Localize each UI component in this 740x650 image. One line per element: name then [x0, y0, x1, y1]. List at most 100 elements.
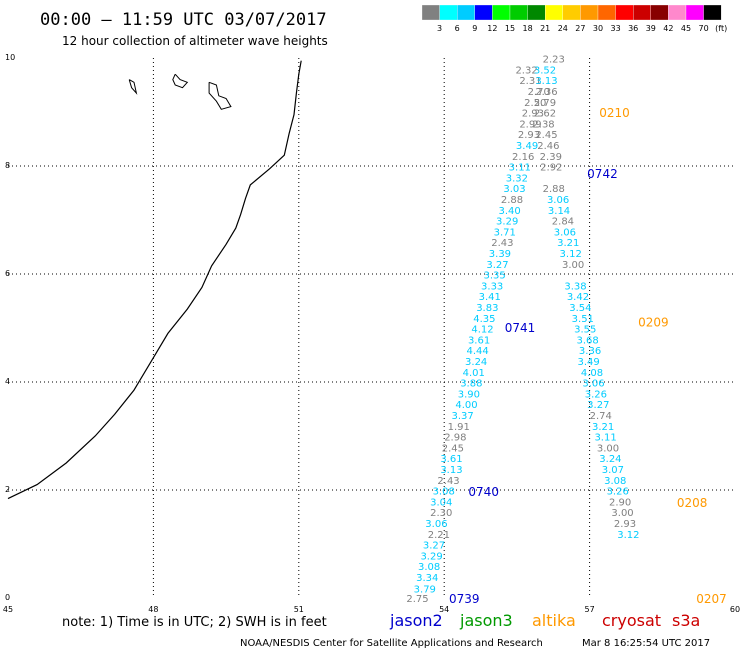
swh-value: 3.14 — [548, 206, 570, 217]
y-tick-label: 6 — [5, 269, 10, 278]
swh-value: 3.12 — [617, 530, 639, 541]
swh-value: 2.79 — [534, 98, 556, 109]
swh-value: 2.31 — [519, 76, 541, 87]
swh-value: 3.51 — [572, 314, 594, 325]
swh-value: 3.26 — [585, 389, 607, 400]
swh-value: 2.50 — [524, 98, 546, 109]
swh-value: 3.04 — [430, 497, 452, 508]
colorbar-swatch — [439, 4, 458, 21]
colorbar-swatch — [562, 4, 581, 21]
colorbar-swatch — [545, 4, 563, 21]
colorbar-swatch — [509, 4, 528, 21]
swh-value: 3.54 — [569, 303, 591, 314]
colorbar-swatch — [457, 4, 475, 21]
colorbar-swatch — [527, 4, 546, 21]
swh-value: 2.30 — [430, 508, 452, 519]
page-title: 00:00 – 11:59 UTC 03/07/2017 — [40, 10, 327, 30]
colorbar-label: 27 — [575, 24, 585, 33]
swh-value: 3.27 — [486, 260, 508, 271]
swh-value: 3.33 — [481, 281, 503, 292]
swh-value: 4.12 — [471, 325, 493, 336]
x-tick-label: 45 — [3, 605, 13, 614]
swh-value: 2.32 — [515, 65, 537, 76]
axis-tick-labels: 45 48 51 54 57 60 0 2 4 6 8 10 — [3, 53, 740, 614]
colorbar-swatch — [580, 4, 599, 21]
colorbar-swatch — [597, 4, 616, 21]
pass-id-label: 0740 — [468, 485, 499, 499]
swh-value: 3.08 — [418, 562, 440, 573]
satellite-legend-item: altika — [532, 611, 576, 630]
satellite-legend-item: s3a — [672, 611, 700, 630]
swh-value: 3.06 — [547, 195, 569, 206]
swh-value: 3.49 — [577, 357, 599, 368]
swh-value: 2.46 — [537, 141, 559, 152]
swh-value: 3.41 — [479, 292, 501, 303]
swh-value: 2.98 — [444, 433, 466, 444]
colorbar-label: 15 — [505, 24, 515, 33]
swh-value: 3.12 — [560, 249, 582, 260]
swh-value: 2.62 — [534, 109, 556, 120]
colorbar-label: 3 — [437, 24, 442, 33]
swh-value: 2.45 — [535, 130, 557, 141]
swh-value: 3.08 — [604, 476, 626, 487]
swh-value: 3.00 — [611, 508, 633, 519]
swh-value: 3.40 — [498, 206, 520, 217]
y-tick-label: 8 — [5, 161, 10, 170]
swh-value: 3.37 — [451, 411, 473, 422]
swh-value: 4.35 — [473, 314, 495, 325]
swh-value: 3.11 — [594, 433, 616, 444]
colorbar-label: 9 — [472, 24, 477, 33]
x-tick-label: 57 — [585, 605, 595, 614]
colorbar-label: 21 — [540, 24, 550, 33]
islands — [128, 73, 232, 110]
pass-id-label: 0742 — [587, 167, 618, 181]
swh-value: 3.03 — [503, 184, 525, 195]
swh-value: 2.75 — [406, 594, 428, 605]
swh-value: 3.00 — [597, 443, 619, 454]
swh-value: 3.13 — [440, 465, 462, 476]
swh-value: 3.07 — [602, 465, 624, 476]
swh-value: 3.29 — [496, 217, 518, 228]
x-tick-label: 51 — [294, 605, 304, 614]
swh-value: 3.27 — [587, 400, 609, 411]
swh-value: 3.11 — [509, 163, 531, 174]
swh-value: 3.21 — [557, 238, 579, 249]
colorbar-swatch — [703, 4, 722, 21]
swh-value: 2.93 — [614, 519, 636, 530]
swh-value: 3.42 — [567, 292, 589, 303]
colorbar-swatch — [615, 4, 634, 21]
colorbar-label: 12 — [487, 24, 497, 33]
swh-value: 3.83 — [476, 303, 498, 314]
island-outline — [172, 73, 189, 89]
swh-value: 3.06 — [582, 379, 604, 390]
colorbar-label: 45 — [681, 24, 691, 33]
swh-value: 2.93 — [522, 109, 544, 120]
island-outline — [128, 79, 138, 95]
swh-value: 3.38 — [564, 281, 586, 292]
x-tick-label: 48 — [148, 605, 158, 614]
swh-value: 2.16 — [512, 152, 534, 163]
swh-value: 2.21 — [428, 530, 450, 541]
y-tick-label: 10 — [5, 53, 15, 62]
page-subtitle: 12 hour collection of altimeter wave hei… — [62, 34, 328, 48]
swh-observations: 2.753.793.343.083.293.273.062.212.303.04… — [406, 55, 639, 605]
swh-value: 3.68 — [577, 335, 599, 346]
coastline — [7, 60, 302, 500]
swh-value: 2.92 — [540, 163, 562, 174]
swh-value: 3.88 — [460, 379, 482, 390]
swh-value: 2.43 — [491, 238, 513, 249]
pass-id-label: 0739 — [449, 592, 480, 606]
swh-value: 4.44 — [466, 346, 488, 357]
colorbar-swatch — [668, 4, 687, 21]
colorbar-label: 18 — [523, 24, 533, 33]
swh-value: 3.61 — [440, 454, 462, 465]
swh-value: 3.79 — [414, 584, 436, 595]
swh-value: 2.84 — [552, 217, 574, 228]
colorbar-swatch — [492, 4, 511, 21]
colorbar-label: 6 — [455, 24, 460, 33]
swh-value: 3.61 — [468, 335, 490, 346]
swh-value: 3.35 — [483, 271, 505, 282]
swh-value: 3.71 — [494, 227, 516, 238]
note-text: note: 1) Time is in UTC; 2) SWH is in fe… — [62, 615, 327, 630]
